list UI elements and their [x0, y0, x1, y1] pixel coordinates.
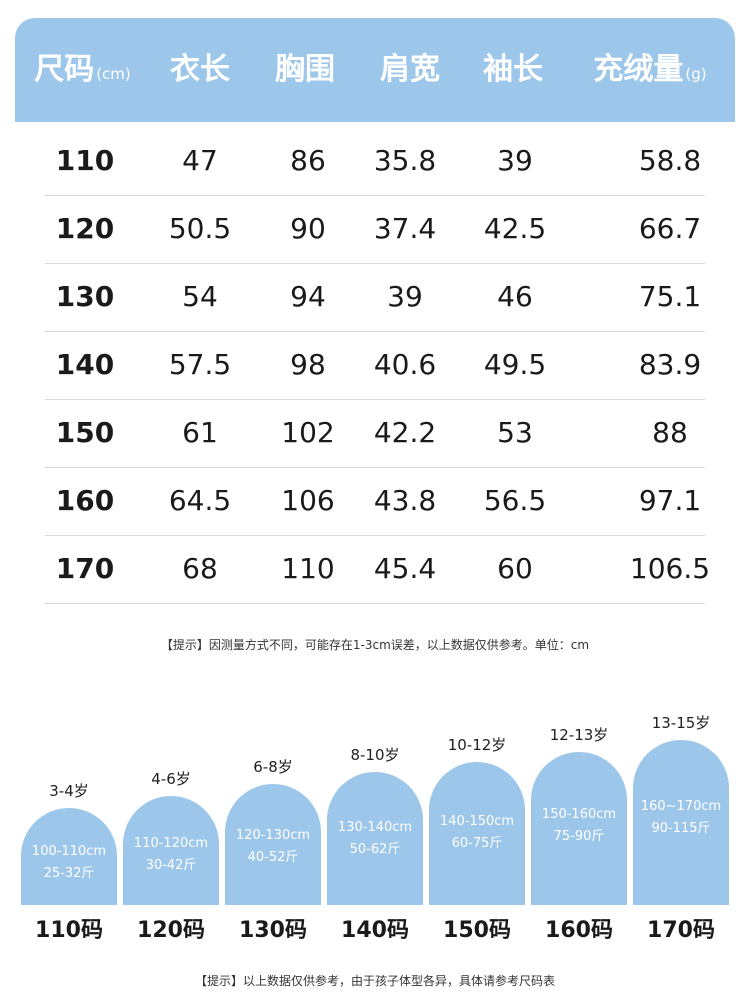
table-cell: 54	[182, 280, 218, 313]
table-cell: 106	[281, 484, 335, 517]
size-arch: 110-120cm 30-42斤	[123, 796, 219, 905]
weight-range: 75-90斤	[553, 829, 605, 844]
size-arch: 130-140cm 50-62斤	[327, 772, 423, 905]
table-cell: 57.5	[168, 348, 232, 381]
header-fill-weight: 充绒量 (g)	[593, 52, 707, 87]
table-cell: 88	[652, 416, 688, 449]
row-size: 170	[55, 552, 115, 585]
header-chest: 胸围	[275, 52, 335, 87]
weight-range: 90-115斤	[651, 821, 711, 836]
weight-range: 25-32斤	[43, 866, 95, 881]
header-size: 尺码 (cm)	[34, 52, 131, 87]
table-cell: 97.1	[638, 484, 702, 517]
size-code-label: 120码	[137, 918, 205, 943]
table-cell: 102	[281, 416, 335, 449]
table-cell: 39	[497, 144, 533, 177]
age-label: 8-10岁	[350, 746, 400, 764]
table-cell: 86	[290, 144, 326, 177]
row-size: 160	[55, 484, 115, 517]
table-cell: 66.7	[638, 212, 702, 245]
size-arch: 140-150cm 60-75斤	[429, 762, 525, 905]
table-cell: 106.5	[629, 552, 711, 585]
size-code-label: 170码	[647, 918, 715, 943]
height-range: 140-150cm	[439, 814, 515, 829]
age-label: 13-15岁	[651, 714, 711, 732]
size-arch: 120-130cm 40-52斤	[225, 784, 321, 905]
table-cell: 53	[497, 416, 533, 449]
table-cell: 83.9	[638, 348, 702, 381]
height-range: 120-130cm	[235, 828, 311, 843]
size-code-label: 110码	[35, 918, 103, 943]
header-length: 衣长	[170, 52, 230, 87]
table-cell: 49.5	[483, 348, 547, 381]
table-row: 140 57.5 98 40.6 49.5 83.9	[45, 331, 705, 400]
height-range: 130-140cm	[337, 820, 413, 835]
table-cell: 35.8	[373, 144, 437, 177]
table-cell: 37.4	[373, 212, 437, 245]
table-row: 150 61 102 42.2 53 88	[45, 399, 705, 468]
weight-range: 30-42斤	[145, 858, 197, 873]
table-cell: 110	[281, 552, 335, 585]
table-cell: 56.5	[483, 484, 547, 517]
size-arch: 150-160cm 75-90斤	[531, 752, 627, 905]
height-range: 160~170cm	[640, 799, 722, 814]
table-cell: 90	[290, 212, 326, 245]
age-label: 10-12岁	[447, 736, 507, 754]
age-label: 4-6岁	[151, 770, 191, 788]
table-cell: 60	[497, 552, 533, 585]
table-cell: 40.6	[373, 348, 437, 381]
reference-note: 【提示】以上数据仅供参考，由于孩子体型各异，具体请参考尺码表	[194, 974, 555, 988]
height-range: 100-110cm	[31, 844, 107, 859]
table-cell: 42.2	[373, 416, 437, 449]
table-row: 110 47 86 35.8 39 58.8	[45, 127, 705, 196]
table-cell: 50.5	[168, 212, 232, 245]
table-cell: 94	[290, 280, 326, 313]
table-cell: 98	[290, 348, 326, 381]
table-cell: 42.5	[483, 212, 547, 245]
height-range: 150-160cm	[541, 807, 617, 822]
age-label: 6-8岁	[253, 758, 293, 776]
row-size: 150	[55, 416, 115, 449]
table-cell: 45.4	[373, 552, 437, 585]
row-size: 110	[55, 144, 115, 177]
size-code-label: 140码	[341, 918, 409, 943]
table-row: 130 54 94 39 46 75.1	[45, 263, 705, 332]
table-cell: 43.8	[373, 484, 437, 517]
size-code-label: 130码	[239, 918, 307, 943]
row-size: 120	[55, 212, 115, 245]
table-cell: 61	[182, 416, 218, 449]
height-range: 110-120cm	[133, 836, 209, 851]
age-label: 12-13岁	[549, 726, 609, 744]
table-row: 120 50.5 90 37.4 42.5 66.7	[45, 195, 705, 264]
row-size: 140	[55, 348, 115, 381]
header-sleeve: 袖长	[483, 52, 543, 87]
table-cell: 58.8	[638, 144, 702, 177]
weight-range: 60-75斤	[451, 836, 503, 851]
size-code-label: 150码	[443, 918, 511, 943]
table-cell: 47	[182, 144, 218, 177]
weight-range: 40-52斤	[247, 850, 299, 865]
table-header: 尺码 (cm) 衣长 胸围 肩宽 袖长 充绒量 (g)	[15, 18, 735, 122]
table-cell: 68	[182, 552, 218, 585]
size-code-label: 160码	[545, 918, 613, 943]
table-cell: 75.1	[638, 280, 702, 313]
table-row: 160 64.5 106 43.8 56.5 97.1	[45, 467, 705, 536]
measurement-note: 【提示】因测量方式不同，可能存在1-3cm误差，以上数据仅供参考。单位：cm	[160, 638, 590, 652]
header-shoulder: 肩宽	[380, 52, 440, 87]
table-row: 170 68 110 45.4 60 106.5	[45, 535, 710, 604]
size-arch: 100-110cm 25-32斤	[21, 808, 117, 905]
table-cell: 46	[497, 280, 533, 313]
age-label: 3-4岁	[49, 782, 89, 800]
weight-range: 50-62斤	[349, 842, 401, 857]
table-cell: 39	[387, 280, 423, 313]
row-size: 130	[55, 280, 115, 313]
table-cell: 64.5	[168, 484, 232, 517]
size-arch: 160~170cm 90-115斤	[633, 740, 729, 905]
